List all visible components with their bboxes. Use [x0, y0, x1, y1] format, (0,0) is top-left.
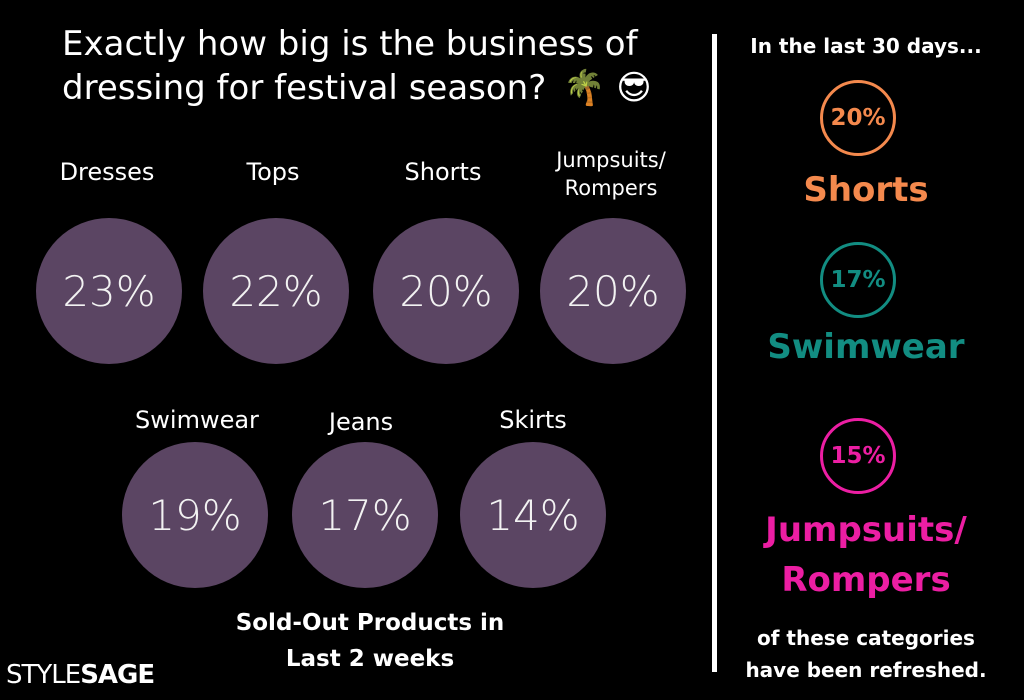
category-label-jumpsuits: Jumpsuits/ Rompers	[556, 148, 666, 200]
logo-style: STYLE	[6, 660, 81, 690]
bubble-dresses: 23%	[36, 218, 182, 364]
sold-out-caption: Sold-Out Products in Last 2 weeks	[235, 610, 505, 672]
vertical-divider	[712, 34, 717, 672]
category-label-swimwear: Swimwear	[135, 406, 259, 434]
ring-shorts: 20%	[820, 80, 896, 156]
page-title: Exactly how big is the business of dress…	[62, 22, 702, 110]
palm-sunglasses-emoji-icon: 🌴 😎	[563, 68, 652, 108]
ring-swimwear: 17%	[820, 242, 896, 318]
logo-sage: SAGE	[80, 660, 155, 690]
category-label-shorts: Shorts	[404, 158, 482, 186]
ring-jumpsuits: 15%	[820, 418, 896, 494]
category-label-jeans: Jeans	[328, 408, 394, 436]
right-panel-heading: In the last 30 days...	[750, 34, 982, 58]
footnote-text: of these categories have been refreshed.	[745, 626, 987, 682]
title-text: Exactly how big is the business of dress…	[62, 24, 638, 108]
stylesage-logo: STYLESAGE	[6, 660, 155, 690]
ring-label-swimwear: Swimwear	[767, 327, 965, 367]
category-label-skirts: Skirts	[499, 406, 567, 434]
bubble-jumpsuits: 20%	[540, 218, 686, 364]
bubble-shorts: 20%	[373, 218, 519, 364]
bubble-jeans: 17%	[292, 442, 438, 588]
bubble-swimwear: 19%	[122, 442, 268, 588]
bubble-skirts: 14%	[460, 442, 606, 588]
category-label-tops: Tops	[246, 158, 300, 186]
ring-label-jumpsuits: Jumpsuits/ Rompers	[765, 510, 967, 600]
ring-label-shorts: Shorts	[803, 170, 929, 210]
bubble-tops: 22%	[203, 218, 349, 364]
category-label-dresses: Dresses	[59, 158, 155, 186]
